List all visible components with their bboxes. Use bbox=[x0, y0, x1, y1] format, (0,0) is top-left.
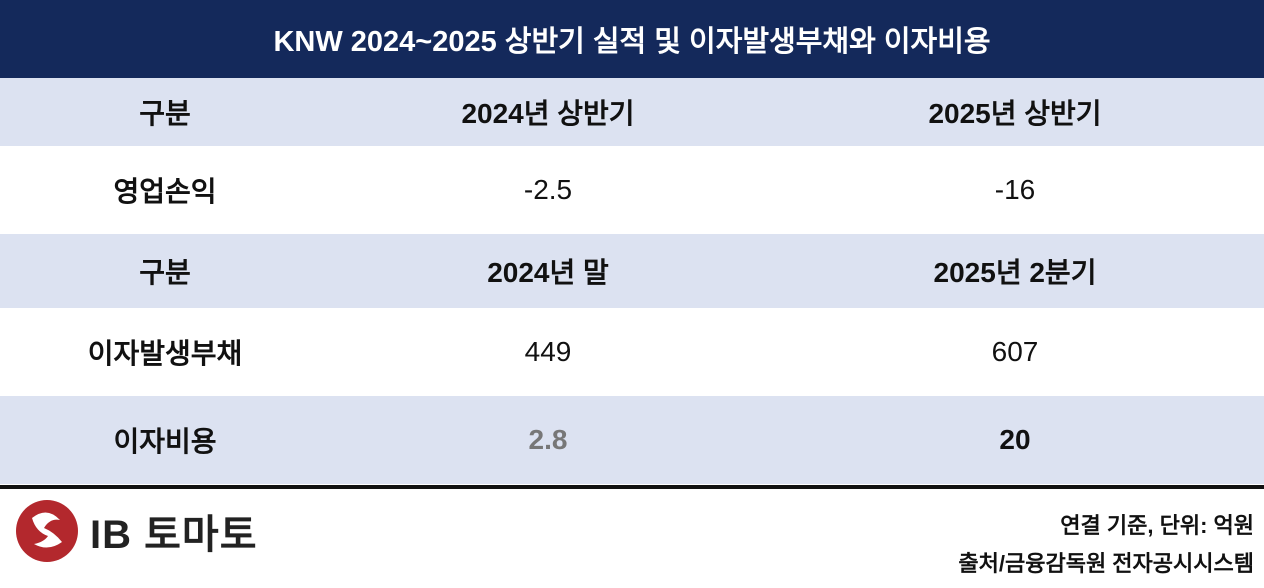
row-label: 구분 bbox=[139, 257, 191, 288]
header-row: 구분 2024년 상반기 2025년 상반기 bbox=[0, 78, 1264, 146]
row-label: 이자발생부채 bbox=[87, 338, 243, 369]
logo: IB 토마토 bbox=[14, 498, 258, 564]
divider bbox=[0, 485, 1264, 489]
logo-text: IB 토마토 bbox=[90, 513, 258, 557]
row-label: 영업손익 bbox=[113, 176, 217, 207]
cell: 607 bbox=[991, 336, 1039, 367]
unit-note: 연결 기준, 단위: 억원 bbox=[1060, 513, 1254, 538]
cell: -2.5 bbox=[523, 174, 573, 205]
cell: 2025년 2분기 bbox=[933, 257, 1097, 288]
cell: 2.8 bbox=[528, 424, 568, 455]
logo-icon bbox=[16, 500, 78, 562]
header-row: 구분 2024년 말 2025년 2분기 bbox=[0, 234, 1264, 308]
cell: 2024년 상반기 bbox=[461, 98, 635, 129]
cell: 20 bbox=[999, 424, 1031, 455]
source-note: 출처/금융감독원 전자공시시스템 bbox=[958, 551, 1254, 576]
row-label: 구분 bbox=[139, 98, 191, 129]
cell: 449 bbox=[524, 336, 572, 367]
row-label: 이자비용 bbox=[113, 426, 217, 457]
title: KNW 2024~2025 상반기 실적 및 이자발생부채와 이자비용 bbox=[0, 0, 1264, 78]
cell: 2024년 말 bbox=[487, 257, 609, 288]
data-row: 영업손익 -2.5 -16 bbox=[0, 146, 1264, 234]
cell: 2025년 상반기 bbox=[928, 98, 1102, 129]
cell: -16 bbox=[994, 174, 1036, 205]
header-row: 이자비용 2.8 20 bbox=[0, 396, 1264, 484]
data-row: 이자발생부채 449 607 bbox=[0, 308, 1264, 396]
